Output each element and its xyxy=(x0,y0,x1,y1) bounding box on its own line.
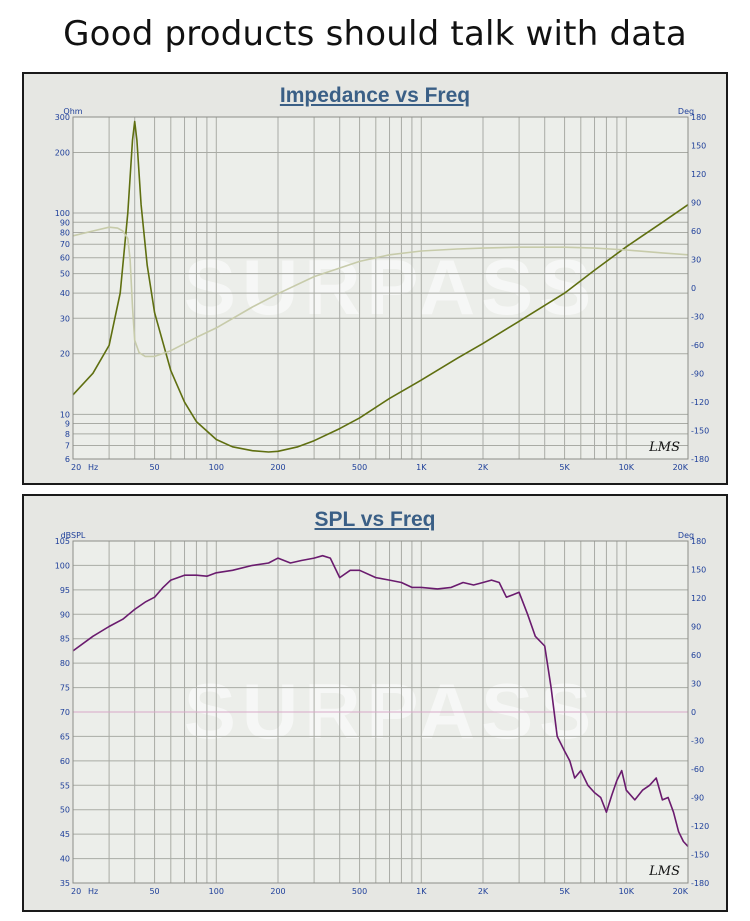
x-tick-label: 1K xyxy=(416,463,427,472)
x-tick-label: 20 xyxy=(71,463,81,472)
y-tick-label: 50 xyxy=(60,270,70,279)
y2-tick-label: 180 xyxy=(691,113,706,122)
y-tick-label: 40 xyxy=(60,289,70,298)
y2-tick-label: 0 xyxy=(691,708,696,717)
plot-frame xyxy=(72,540,689,884)
y2-tick-label: 90 xyxy=(691,623,701,632)
series-line-0 xyxy=(72,554,689,847)
x-tick-label: 5K xyxy=(559,463,570,472)
y-tick-label: 90 xyxy=(60,610,70,619)
y-tick-label: 200 xyxy=(55,148,70,157)
x-tick-label: 10K xyxy=(619,463,635,472)
y2-tick-label: 150 xyxy=(691,566,706,575)
page-headline: Good products should talk with data xyxy=(63,14,687,54)
y-tick-label: 75 xyxy=(60,684,70,693)
y2-tick-label: -90 xyxy=(691,370,704,379)
y2-axis-label: Deg xyxy=(678,531,694,540)
y-tick-label: 70 xyxy=(60,708,70,717)
series-line-0 xyxy=(72,120,689,453)
y-tick-label: 45 xyxy=(60,830,70,839)
y-tick-label: 100 xyxy=(55,561,70,570)
x-tick-label: 500 xyxy=(352,463,367,472)
x-tick-label: 500 xyxy=(352,887,367,896)
x-tick-label: 200 xyxy=(270,463,285,472)
y-tick-label: 9 xyxy=(65,420,70,429)
x-tick-label: 1K xyxy=(416,887,427,896)
y-tick-label: 7 xyxy=(65,442,70,451)
x-tick-label: 2K xyxy=(478,887,489,896)
y-axis-label: dBSPL xyxy=(61,531,86,540)
x-tick-label: 5K xyxy=(559,887,570,896)
series-line-1 xyxy=(72,226,689,358)
impedance-chart-panel: Impedance vs Freq SURPASS 6 7 8 9 10 20 30 40 50 6… xyxy=(22,72,728,485)
x-tick-label: 100 xyxy=(209,887,224,896)
y2-tick-label: 30 xyxy=(691,680,701,689)
lms-mark: LMS xyxy=(648,864,680,879)
chart-title: Impedance vs Freq xyxy=(279,84,471,107)
y-tick-label: 35 xyxy=(60,879,70,888)
spl-chart-panel: SPL vs Freq SURPASS 35 40 45 50 55 60 65 70 75 80 8… xyxy=(22,494,728,912)
x-tick-label: 2K xyxy=(478,463,489,472)
y-tick-label: 55 xyxy=(60,781,70,790)
y-tick-label: 300 xyxy=(55,113,70,122)
y2-tick-label: -60 xyxy=(691,341,704,350)
lms-mark: LMS xyxy=(648,440,680,455)
y2-tick-label: -90 xyxy=(691,794,704,803)
y-axis-label: Ohm xyxy=(63,107,82,116)
y-tick-label: 90 xyxy=(60,218,70,227)
y2-tick-label: -180 xyxy=(691,879,709,888)
y2-tick-label: -150 xyxy=(691,427,709,436)
y-tick-label: 20 xyxy=(60,350,70,359)
y-tick-label: 105 xyxy=(55,537,70,546)
y-tick-label: 65 xyxy=(60,732,70,741)
y2-tick-label: 180 xyxy=(691,537,706,546)
x-tick-label: 50 xyxy=(149,463,159,472)
y-tick-label: 60 xyxy=(60,254,70,263)
x-axis-label: Hz xyxy=(88,887,98,896)
y2-tick-label: 120 xyxy=(691,594,706,603)
y-tick-label: 30 xyxy=(60,314,70,323)
y-tick-label: 95 xyxy=(60,586,70,595)
plot-frame xyxy=(72,116,689,460)
chart-title: SPL vs Freq xyxy=(314,508,436,531)
y-tick-label: 50 xyxy=(60,806,70,815)
y2-tick-label: 120 xyxy=(691,170,706,179)
y2-tick-label: -30 xyxy=(691,737,704,746)
x-tick-label: 20K xyxy=(673,463,689,472)
x-tick-label: 10K xyxy=(619,887,635,896)
y2-tick-label: 150 xyxy=(691,142,706,151)
y2-tick-label: -30 xyxy=(691,313,704,322)
x-tick-label: 20K xyxy=(673,887,689,896)
y2-tick-label: -120 xyxy=(691,822,709,831)
y2-tick-label: -180 xyxy=(691,455,709,464)
y2-tick-label: 30 xyxy=(691,256,701,265)
y-tick-label: 80 xyxy=(60,659,70,668)
y-tick-label: 85 xyxy=(60,635,70,644)
x-axis-label: Hz xyxy=(88,463,98,472)
x-tick-label: 100 xyxy=(209,463,224,472)
y2-axis-label: Deg xyxy=(678,107,694,116)
y2-tick-label: -60 xyxy=(691,765,704,774)
y2-tick-label: 60 xyxy=(691,227,701,236)
spl-chart: SURPASS 35 40 45 50 55 60 65 70 75 80 85 90 95 100 105 1… xyxy=(55,531,709,896)
y-tick-label: 8 xyxy=(65,430,70,439)
y-tick-label: 70 xyxy=(60,240,70,249)
x-tick-label: 50 xyxy=(149,887,159,896)
y-tick-label: 10 xyxy=(60,410,70,419)
y-tick-label: 80 xyxy=(60,229,70,238)
y2-tick-label: -120 xyxy=(691,398,709,407)
y2-tick-label: 90 xyxy=(691,199,701,208)
y-tick-label: 60 xyxy=(60,757,70,766)
y2-tick-label: -150 xyxy=(691,851,709,860)
y-tick-label: 6 xyxy=(65,455,70,464)
x-tick-label: 200 xyxy=(270,887,285,896)
y2-tick-label: 60 xyxy=(691,651,701,660)
x-tick-label: 20 xyxy=(71,887,81,896)
watermark-text: SURPASS xyxy=(184,667,597,755)
y-tick-label: 100 xyxy=(55,209,70,218)
y2-tick-label: 0 xyxy=(691,284,696,293)
y-tick-label: 40 xyxy=(60,855,70,864)
